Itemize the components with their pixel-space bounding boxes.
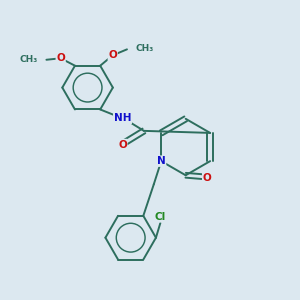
Text: N: N xyxy=(157,156,166,166)
Text: Cl: Cl xyxy=(155,212,166,222)
Text: O: O xyxy=(203,173,212,183)
Text: O: O xyxy=(118,140,127,149)
Text: CH₃: CH₃ xyxy=(135,44,154,53)
Text: CH₃: CH₃ xyxy=(20,55,38,64)
Text: O: O xyxy=(108,50,117,60)
Text: NH: NH xyxy=(114,113,131,123)
Text: O: O xyxy=(56,53,65,63)
